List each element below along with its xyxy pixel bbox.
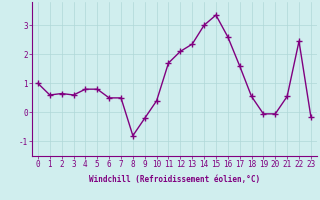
- X-axis label: Windchill (Refroidissement éolien,°C): Windchill (Refroidissement éolien,°C): [89, 175, 260, 184]
